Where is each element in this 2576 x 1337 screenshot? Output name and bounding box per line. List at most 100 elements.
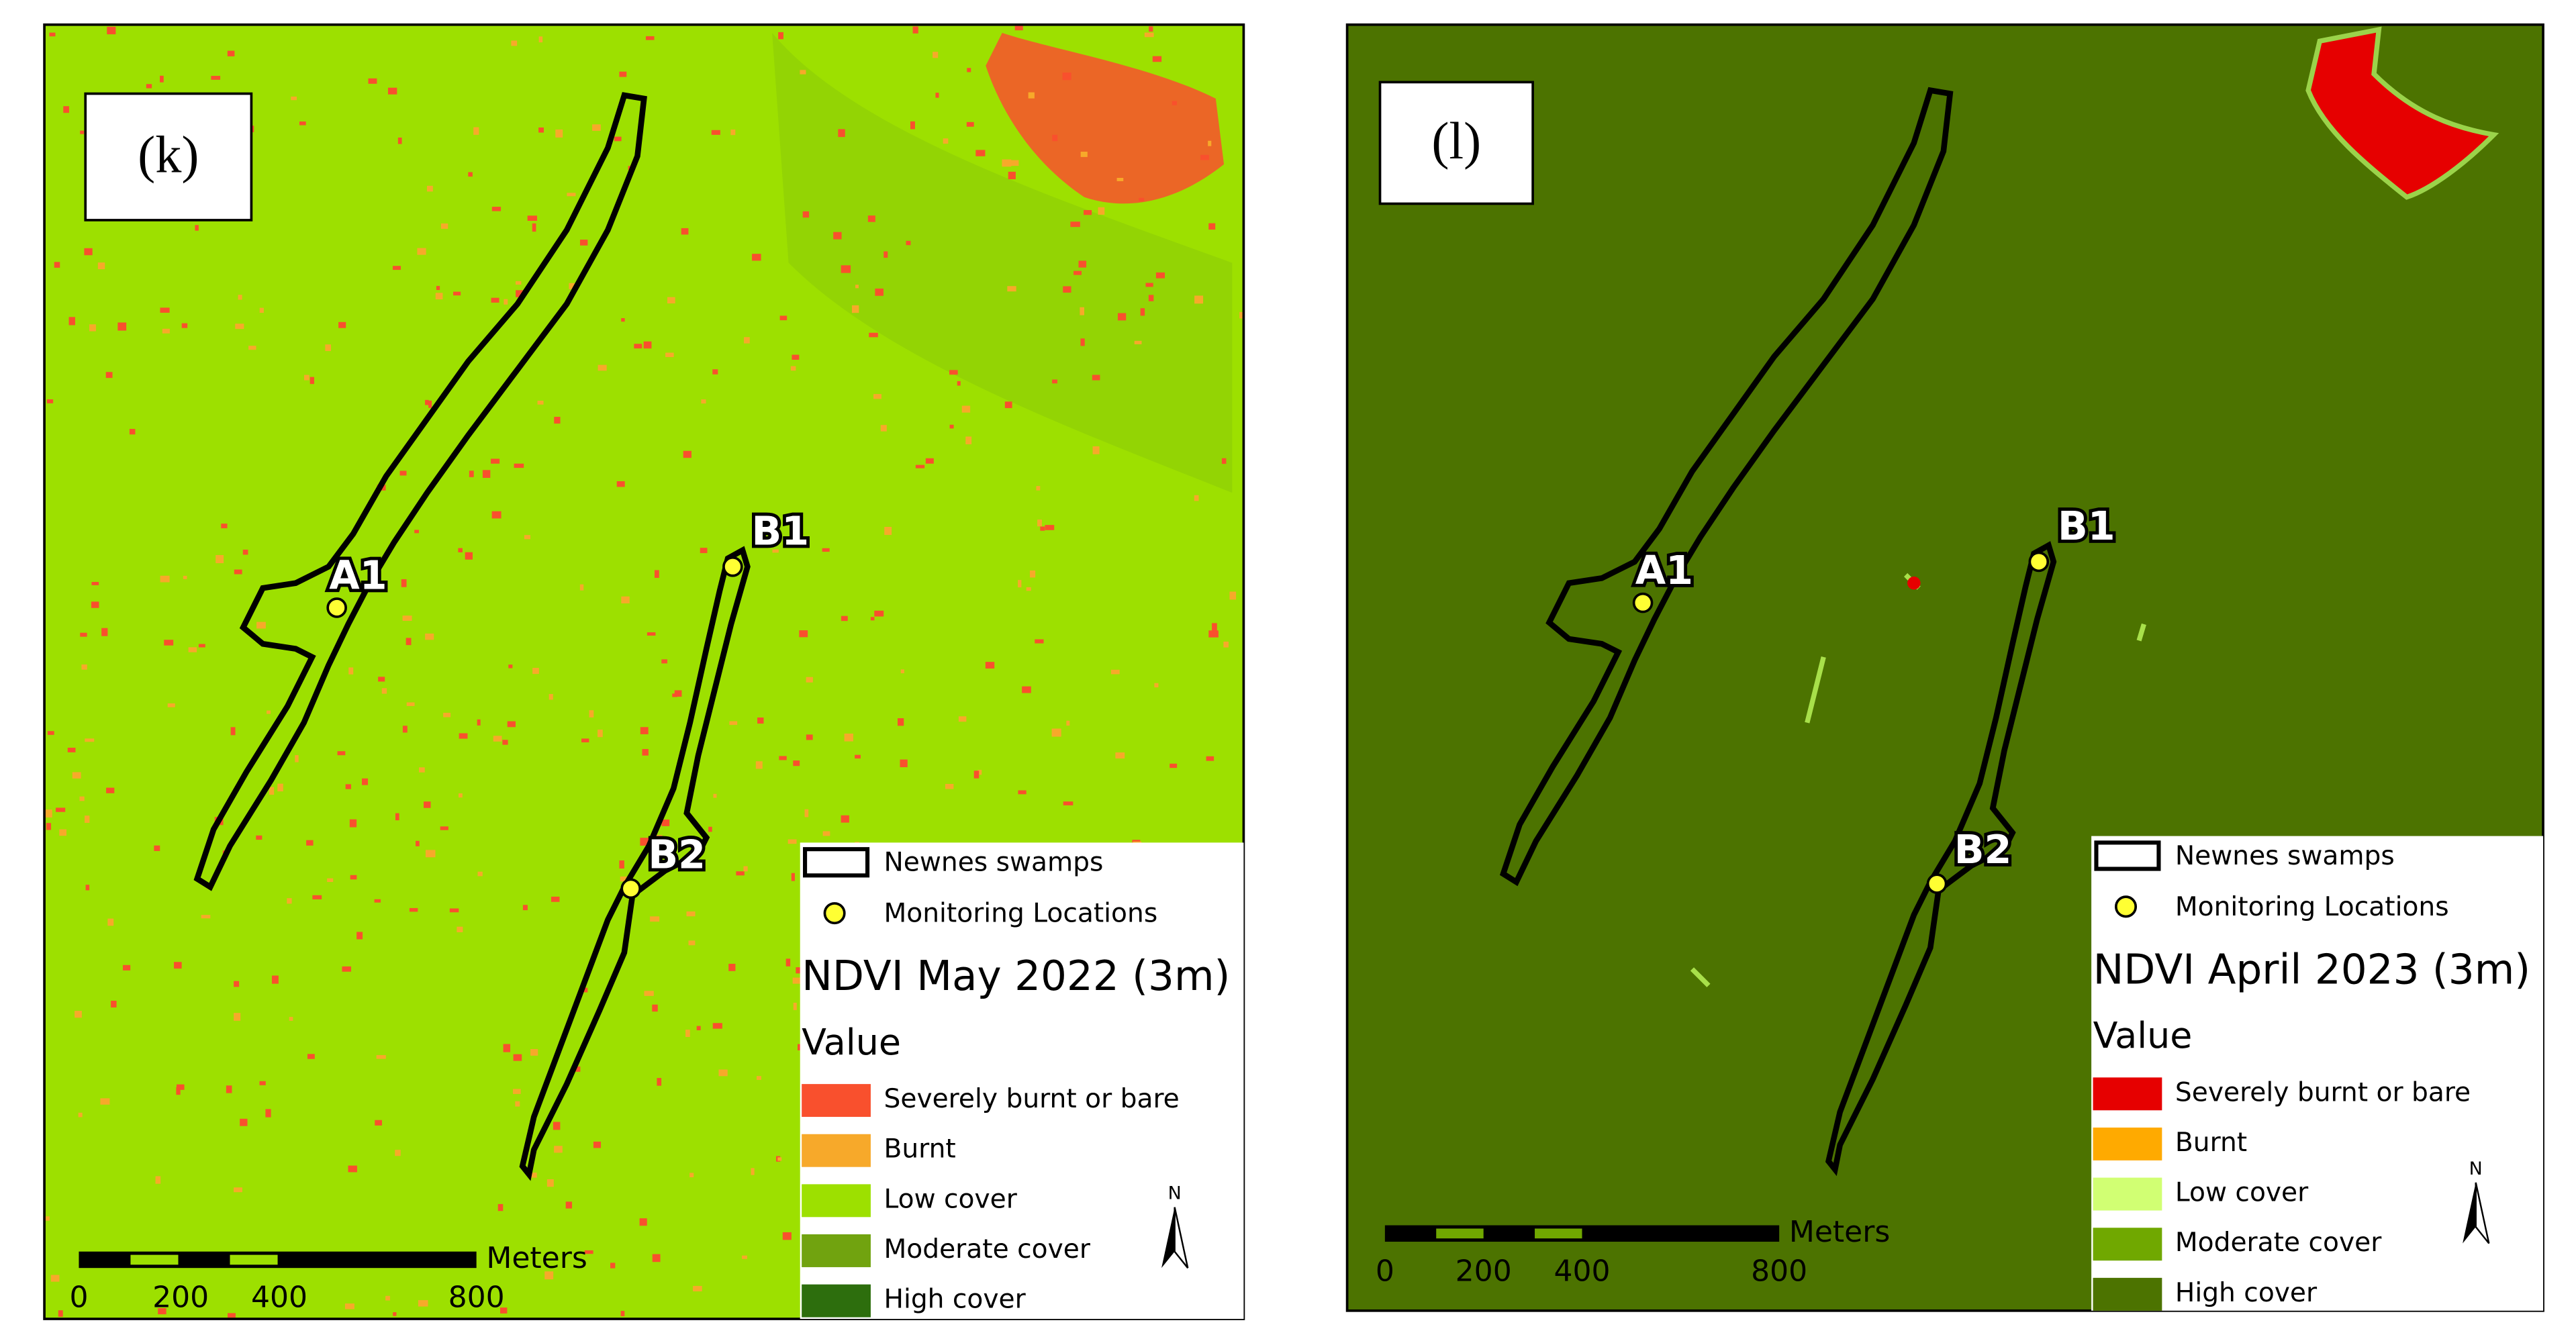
speckle: [514, 463, 524, 468]
speckle: [718, 1069, 728, 1077]
speckle: [198, 644, 205, 648]
speckle: [1080, 338, 1085, 346]
speckle: [647, 632, 656, 636]
legend-class: Moderate cover: [884, 1234, 1091, 1265]
speckle: [419, 767, 425, 773]
north-label: N: [1168, 1183, 1182, 1204]
legend-swatch: [2093, 1127, 2162, 1160]
speckle: [1152, 56, 1162, 62]
speckle: [755, 761, 763, 769]
swamp-outline: [193, 92, 647, 891]
scale-tick: 0: [69, 1281, 88, 1315]
speckle: [538, 36, 543, 43]
speckle: [949, 424, 954, 429]
speckle: [91, 582, 99, 585]
speckle: [592, 124, 601, 131]
speckle: [752, 254, 761, 261]
speckle: [855, 285, 859, 289]
speckle: [1008, 171, 1016, 180]
speckle: [644, 991, 654, 996]
legend-class: Severely burnt or bare: [884, 1084, 1180, 1114]
point-label: A1: [1635, 547, 1693, 593]
speckle: [146, 84, 152, 89]
speckle: [312, 895, 322, 899]
speckle: [967, 68, 971, 72]
speckle: [160, 575, 170, 583]
speckle: [933, 52, 939, 58]
panel-frame: [1345, 23, 2544, 1312]
speckle: [271, 975, 279, 984]
speckle: [897, 718, 904, 726]
speckle: [395, 813, 399, 821]
speckle: [500, 1307, 508, 1314]
speckle: [851, 305, 859, 313]
speckle: [1028, 92, 1035, 99]
speckle: [1208, 140, 1212, 146]
speckle: [661, 819, 670, 826]
speckle: [44, 809, 52, 818]
speckle: [458, 548, 463, 552]
speckle: [742, 1255, 747, 1259]
speckle: [325, 344, 332, 352]
speckle: [621, 596, 630, 603]
speckle: [589, 710, 594, 717]
speckle: [841, 815, 849, 823]
speckle: [425, 633, 434, 640]
speckle: [1037, 519, 1042, 527]
speckle: [792, 354, 800, 360]
legend-subtitle: Value: [2093, 1014, 2193, 1056]
speckle: [524, 535, 530, 540]
speckle: [1208, 630, 1219, 638]
legend-point-swatch: [2114, 895, 2138, 918]
speckle: [425, 850, 436, 858]
speckle: [516, 290, 524, 297]
speckle: [958, 716, 967, 722]
north-arrow: [2475, 1182, 2490, 1244]
scale-tick: 0: [1376, 1254, 1394, 1289]
point-label: B2: [648, 832, 706, 878]
speckle: [569, 283, 577, 289]
speckle: [833, 232, 842, 240]
speckle: [1200, 154, 1209, 160]
speckle: [440, 826, 448, 830]
speckle: [621, 317, 625, 322]
speckle: [1002, 159, 1012, 167]
speckle: [399, 471, 407, 476]
speckle: [1040, 526, 1045, 531]
scale-tick: 800: [1751, 1254, 1807, 1289]
scale-unit: Meters: [486, 1241, 587, 1275]
speckle: [867, 215, 875, 222]
swamp-outline: [1499, 87, 1954, 887]
speckle: [708, 826, 712, 832]
speckle: [356, 932, 363, 940]
burnt-patch: [2305, 26, 2499, 200]
speckle: [181, 323, 188, 328]
speckle: [401, 579, 407, 587]
speckle: [1092, 375, 1100, 381]
speckle: [779, 756, 787, 760]
speckle: [443, 712, 451, 717]
speckle: [1078, 260, 1087, 268]
speckle: [796, 967, 803, 974]
speckle: [713, 793, 717, 798]
speckle: [581, 738, 589, 743]
speckle: [791, 873, 795, 881]
speckle: [530, 1173, 537, 1178]
speckle: [58, 1310, 63, 1317]
speckle: [1035, 639, 1044, 644]
speckle: [508, 664, 513, 668]
speckle: [68, 317, 75, 326]
speckle: [685, 1030, 690, 1037]
speckle: [1004, 401, 1012, 409]
legend-subtitle: Value: [802, 1021, 901, 1063]
speckle: [111, 1001, 117, 1008]
speckle: [176, 1087, 181, 1095]
speckle: [567, 193, 576, 197]
speckle: [378, 677, 385, 682]
speckle: [47, 731, 54, 735]
speckle: [593, 1141, 602, 1148]
speckle: [565, 1201, 573, 1209]
speckle: [785, 958, 791, 967]
speckle: [504, 299, 508, 305]
scale-tick: 400: [251, 1281, 307, 1315]
